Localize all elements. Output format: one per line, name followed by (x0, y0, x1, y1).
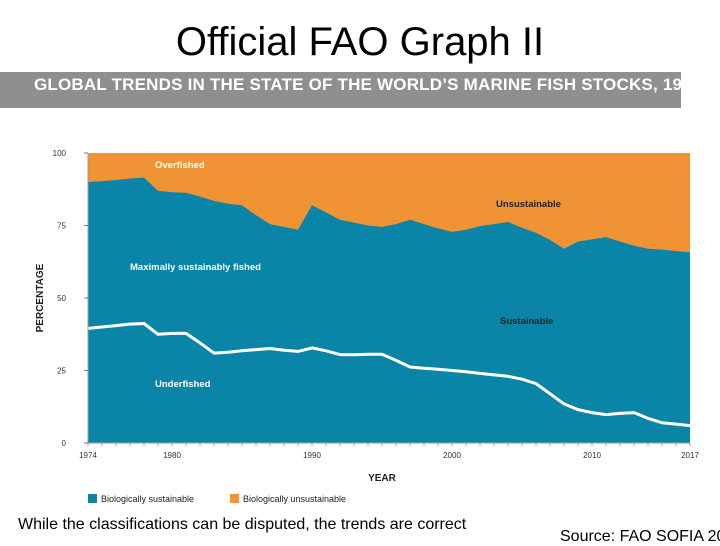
legend-label-unsustainable: Biologically unsustainable (243, 494, 346, 504)
x-tick-label: 2017 (681, 451, 699, 460)
x-tick-label: 1980 (163, 451, 181, 460)
source-note: Source: FAO SOFIA 2020 (560, 528, 720, 545)
label-unsustainable: Unsustainable (496, 199, 561, 210)
label-underfished: Underfished (155, 379, 211, 390)
label-overfished: Overfished (155, 160, 205, 171)
y-tick-label: 75 (57, 222, 66, 231)
x-tick-label: 1974 (79, 451, 97, 460)
y-tick-label: 0 (62, 439, 67, 448)
chart-area: 0 25 50 75 100 1974 1980 1990 2000 2010 2017 PERCE… (0, 108, 720, 513)
x-tick-label: 1990 (303, 451, 321, 460)
chart-title-band (0, 72, 681, 108)
y-tick-label: 100 (53, 149, 67, 158)
area-biologically-sustainable (88, 177, 690, 443)
x-axis-label: YEAR (368, 473, 397, 484)
label-sustainable: Sustainable (500, 316, 553, 327)
x-tick-label: 2010 (583, 451, 601, 460)
y-axis-label: PERCENTAGE (35, 263, 46, 332)
slide-title: Official FAO Graph II (175, 20, 545, 64)
axis-layer: 0 25 50 75 100 1974 1980 1990 2000 2010 2017 (53, 149, 700, 460)
fish-stocks-area-chart: 0 25 50 75 100 1974 1980 1990 2000 2010 2017 PERCE… (35, 149, 700, 504)
legend-swatch-unsustainable (230, 494, 239, 503)
chart-title: GLOBAL TRENDS IN THE STATE OF THE WORLD’… (34, 75, 720, 94)
legend-label-sustainable: Biologically sustainable (101, 494, 194, 504)
y-tick-label: 25 (57, 367, 66, 376)
slide-caption: While the classifications can be dispute… (18, 516, 467, 533)
plot-layer (87, 153, 691, 443)
label-maximally-sustainably-fished: Maximally sustainably fished (130, 262, 261, 273)
legend-swatch-sustainable (88, 494, 97, 503)
y-tick-label: 50 (57, 294, 66, 303)
line-underfished (87, 322, 691, 428)
x-tick-label: 2000 (443, 451, 461, 460)
